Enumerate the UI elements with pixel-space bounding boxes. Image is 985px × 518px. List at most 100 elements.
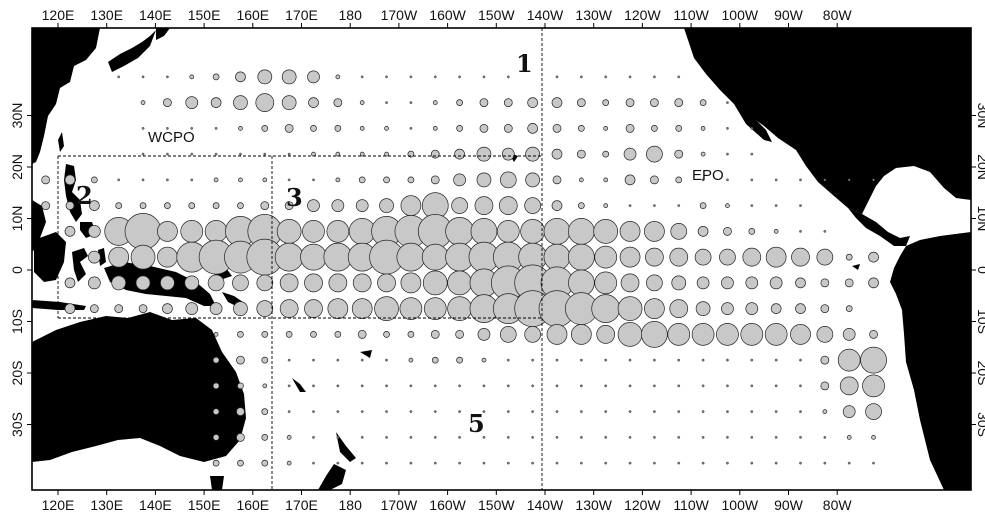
data-bubble xyxy=(774,358,778,362)
data-bubble xyxy=(384,126,389,131)
data-bubble xyxy=(334,331,342,338)
data-bubble xyxy=(799,204,802,207)
data-bubble xyxy=(214,127,218,130)
data-bubble xyxy=(531,410,535,413)
data-bubble xyxy=(326,220,350,243)
data-bubble xyxy=(820,278,830,288)
top-lon-label: 130E xyxy=(90,7,123,23)
south-america xyxy=(890,232,971,490)
taiwan xyxy=(58,132,64,152)
data-bubble xyxy=(140,100,146,105)
data-bubble xyxy=(677,410,681,413)
data-bubble xyxy=(430,330,440,339)
data-bubble xyxy=(482,410,486,413)
data-bubble xyxy=(312,461,315,465)
data-bubble xyxy=(695,301,711,316)
data-bubble xyxy=(723,227,732,236)
data-bubble xyxy=(696,276,710,290)
cuba xyxy=(880,148,932,162)
data-bubble xyxy=(336,384,340,388)
data-bubble xyxy=(750,358,754,362)
top-lon-label: 140W xyxy=(527,7,564,23)
data-bubble xyxy=(204,220,228,243)
data-bubble xyxy=(506,410,510,413)
data-bubble xyxy=(359,100,365,105)
data-bubble xyxy=(454,148,465,160)
data-bubble xyxy=(377,273,396,293)
data-bubble xyxy=(839,376,859,396)
data-bubble xyxy=(409,461,413,465)
data-bubble xyxy=(745,276,759,290)
data-bubble xyxy=(312,178,315,182)
data-bubble xyxy=(837,348,861,372)
data-bubble xyxy=(842,405,856,418)
data-bubble xyxy=(141,152,145,156)
data-bubble xyxy=(604,75,608,79)
data-bubble xyxy=(400,272,422,294)
top-lon-label: 100W xyxy=(722,7,759,23)
data-bubble xyxy=(677,204,681,207)
region-number-3: 3 xyxy=(286,183,303,212)
data-bubble xyxy=(653,461,656,465)
data-bubble xyxy=(765,246,787,268)
bottom-lon-label: 140W xyxy=(527,497,564,513)
data-bubble xyxy=(189,74,195,80)
data-bubble xyxy=(764,323,788,346)
data-bubble xyxy=(726,101,729,104)
data-bubble xyxy=(701,358,705,362)
data-bubble xyxy=(774,204,778,207)
data-bubble xyxy=(579,461,583,465)
bottom-lon-label: 130W xyxy=(575,497,612,513)
data-bubble xyxy=(619,246,641,268)
data-bubble xyxy=(701,461,705,465)
data-bubble xyxy=(385,75,388,79)
data-bubble xyxy=(750,204,754,207)
data-bubble xyxy=(699,99,707,106)
new-zealand-north xyxy=(336,432,356,462)
data-bubble xyxy=(726,152,729,156)
right-lat-label: 10S xyxy=(975,309,985,334)
data-bubble xyxy=(750,410,754,413)
data-bubble xyxy=(628,436,632,439)
data-bubble xyxy=(409,384,413,388)
data-bubble xyxy=(357,330,367,339)
data-bubble xyxy=(726,178,729,182)
data-bubble xyxy=(844,278,854,288)
data-bubble xyxy=(261,434,269,441)
data-bubble xyxy=(604,410,608,413)
data-bubble xyxy=(674,149,684,159)
data-bubble xyxy=(430,149,440,159)
data-bubble xyxy=(543,243,571,271)
data-bubble xyxy=(602,99,610,106)
data-bubble xyxy=(860,346,887,374)
data-bubble xyxy=(431,356,439,364)
data-bubble xyxy=(422,270,448,296)
data-bubble xyxy=(506,358,510,362)
region-number-5: 5 xyxy=(468,409,485,438)
new-guinea xyxy=(104,262,216,306)
galapagos xyxy=(852,264,860,270)
data-bubble xyxy=(872,178,875,182)
data-bubble xyxy=(644,221,665,242)
data-bubble xyxy=(525,146,541,162)
data-bubble xyxy=(447,270,472,296)
data-bubble xyxy=(846,435,852,440)
data-bubble xyxy=(237,202,244,209)
data-bubble xyxy=(570,324,592,345)
top-lon-label: 90W xyxy=(774,7,804,23)
data-bubble xyxy=(567,243,595,271)
bottom-lon-label: 170E xyxy=(285,497,318,513)
data-bubble xyxy=(774,461,778,465)
data-bubble xyxy=(64,277,76,289)
data-bubble xyxy=(868,277,879,289)
data-bubble xyxy=(628,384,632,388)
left-lat-label: 20N xyxy=(9,154,25,180)
left-lat-label: 10S xyxy=(9,309,25,334)
data-bubble xyxy=(400,195,422,216)
data-bubble xyxy=(360,384,364,388)
data-bubble xyxy=(820,381,830,391)
data-bubble xyxy=(799,461,802,465)
data-bubble xyxy=(567,218,595,245)
data-bubble xyxy=(279,299,299,318)
data-bubble xyxy=(496,220,520,243)
